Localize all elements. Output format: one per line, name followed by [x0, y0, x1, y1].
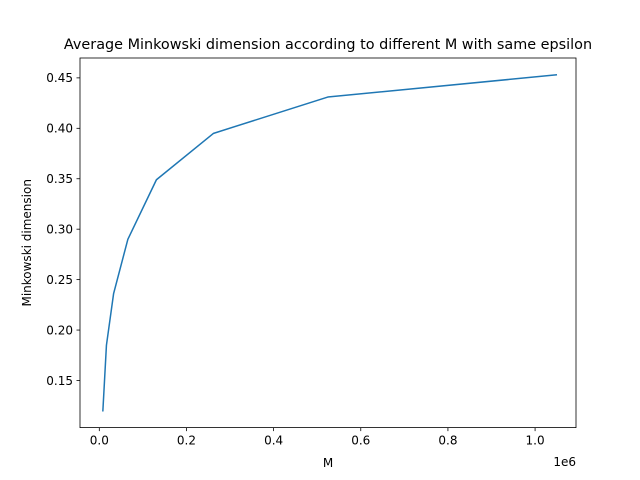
x-tick-label: 0.2: [177, 434, 196, 448]
chart-title: Average Minkowski dimension according to…: [64, 37, 592, 53]
y-axis-label: Minkowski dimension: [20, 179, 34, 306]
x-tick-label: 0.0: [90, 434, 109, 448]
y-tick-label: 0.30: [46, 222, 73, 236]
y-axis-ticks: 0.15 0.20 0.25 0.30 0.35 0.40 0.45: [46, 71, 80, 388]
x-tick-label: 0.4: [264, 434, 283, 448]
y-tick-label: 0.20: [46, 323, 73, 337]
x-axis-ticks: 0.0 0.2 0.4 0.6 0.8 1.0: [90, 427, 545, 448]
x-tick-label: 1.0: [526, 434, 545, 448]
x-axis-label: M: [323, 456, 333, 470]
series-line-0: [102, 74, 558, 412]
y-tick-label: 0.15: [46, 374, 73, 388]
y-tick-label: 0.40: [46, 122, 73, 136]
y-tick-label: 0.45: [46, 71, 73, 85]
axes-frame: [79, 57, 577, 429]
x-tick-label: 0.6: [351, 434, 370, 448]
y-tick-label: 0.25: [46, 273, 73, 287]
plot-area: [102, 74, 558, 412]
x-axis-offset-label: 1e6: [553, 455, 576, 469]
x-tick-label: 0.8: [438, 434, 457, 448]
y-tick-label: 0.35: [46, 172, 73, 186]
